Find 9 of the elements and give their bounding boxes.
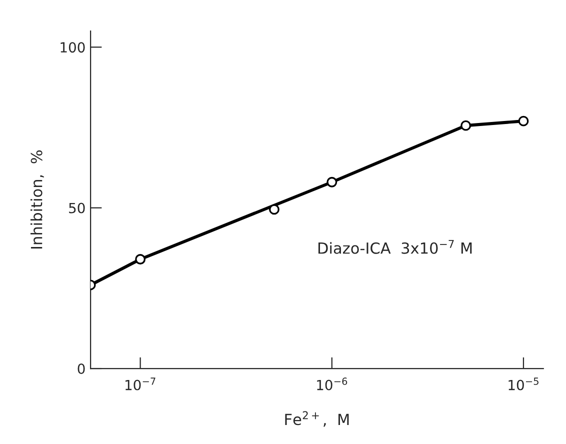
y-tick-label: 0 (78, 363, 85, 374)
y-tick-label: 100 (60, 42, 85, 53)
annotation: Diazo-ICA 3x10$^{−7}$ M (318, 240, 472, 254)
x-tick-label: 10$^{−5}$ (508, 378, 538, 390)
x-tick-label: 10$^{−7}$ (126, 378, 156, 390)
x-axis-title: Fe$^{2+}$, M (285, 411, 349, 427)
y-tick-label: 50 (69, 202, 85, 214)
x-tick-label: 10$^{−6}$ (317, 378, 348, 390)
y-axis-title: Inhibition, % (30, 150, 44, 249)
